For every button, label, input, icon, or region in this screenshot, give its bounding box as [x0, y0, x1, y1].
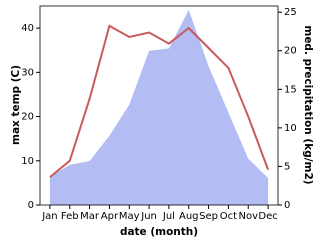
y2-tick-label: 20 — [284, 46, 297, 57]
precipitation-area — [49, 9, 269, 206]
y-tick-label: 20 — [21, 112, 34, 123]
plot-frame — [39, 5, 279, 206]
x-axis-label: date (month) — [120, 226, 198, 238]
x-tick-label: Dec — [258, 211, 277, 222]
y-axis-label: max temp (C) — [10, 65, 22, 145]
x-tick-label: Jun — [140, 211, 157, 222]
y-tick-label: 40 — [21, 23, 34, 34]
y-tick-label: 0 — [28, 200, 34, 211]
x-tick-label: May — [119, 211, 140, 222]
x-tick-label: Jan — [41, 211, 57, 222]
x-tick-label: Nov — [238, 211, 258, 222]
x-tick-label: Mar — [80, 211, 100, 222]
x-tick-label: Oct — [220, 211, 237, 222]
x-tick-label: Sep — [199, 211, 218, 222]
y2-tick-label: 0 — [284, 200, 290, 211]
x-tick-label: Jul — [162, 211, 175, 222]
y-tick-label: 30 — [21, 67, 34, 78]
y2-tick-label: 5 — [284, 161, 290, 172]
y2-tick-label: 10 — [284, 123, 297, 134]
chart: max temp (C) med. precipitation (kg/m2) … — [10, 5, 314, 238]
y2-tick-label: 15 — [284, 84, 297, 95]
x-tick-label: Feb — [61, 211, 79, 222]
x-tick-label: Aug — [179, 211, 199, 222]
temp-line — [49, 24, 270, 178]
y-tick-label: 10 — [21, 156, 34, 167]
y2-tick-label: 25 — [284, 7, 297, 18]
y2-axis-label: med. precipitation (kg/m2) — [302, 25, 314, 184]
x-tick-label: Apr — [101, 211, 119, 222]
